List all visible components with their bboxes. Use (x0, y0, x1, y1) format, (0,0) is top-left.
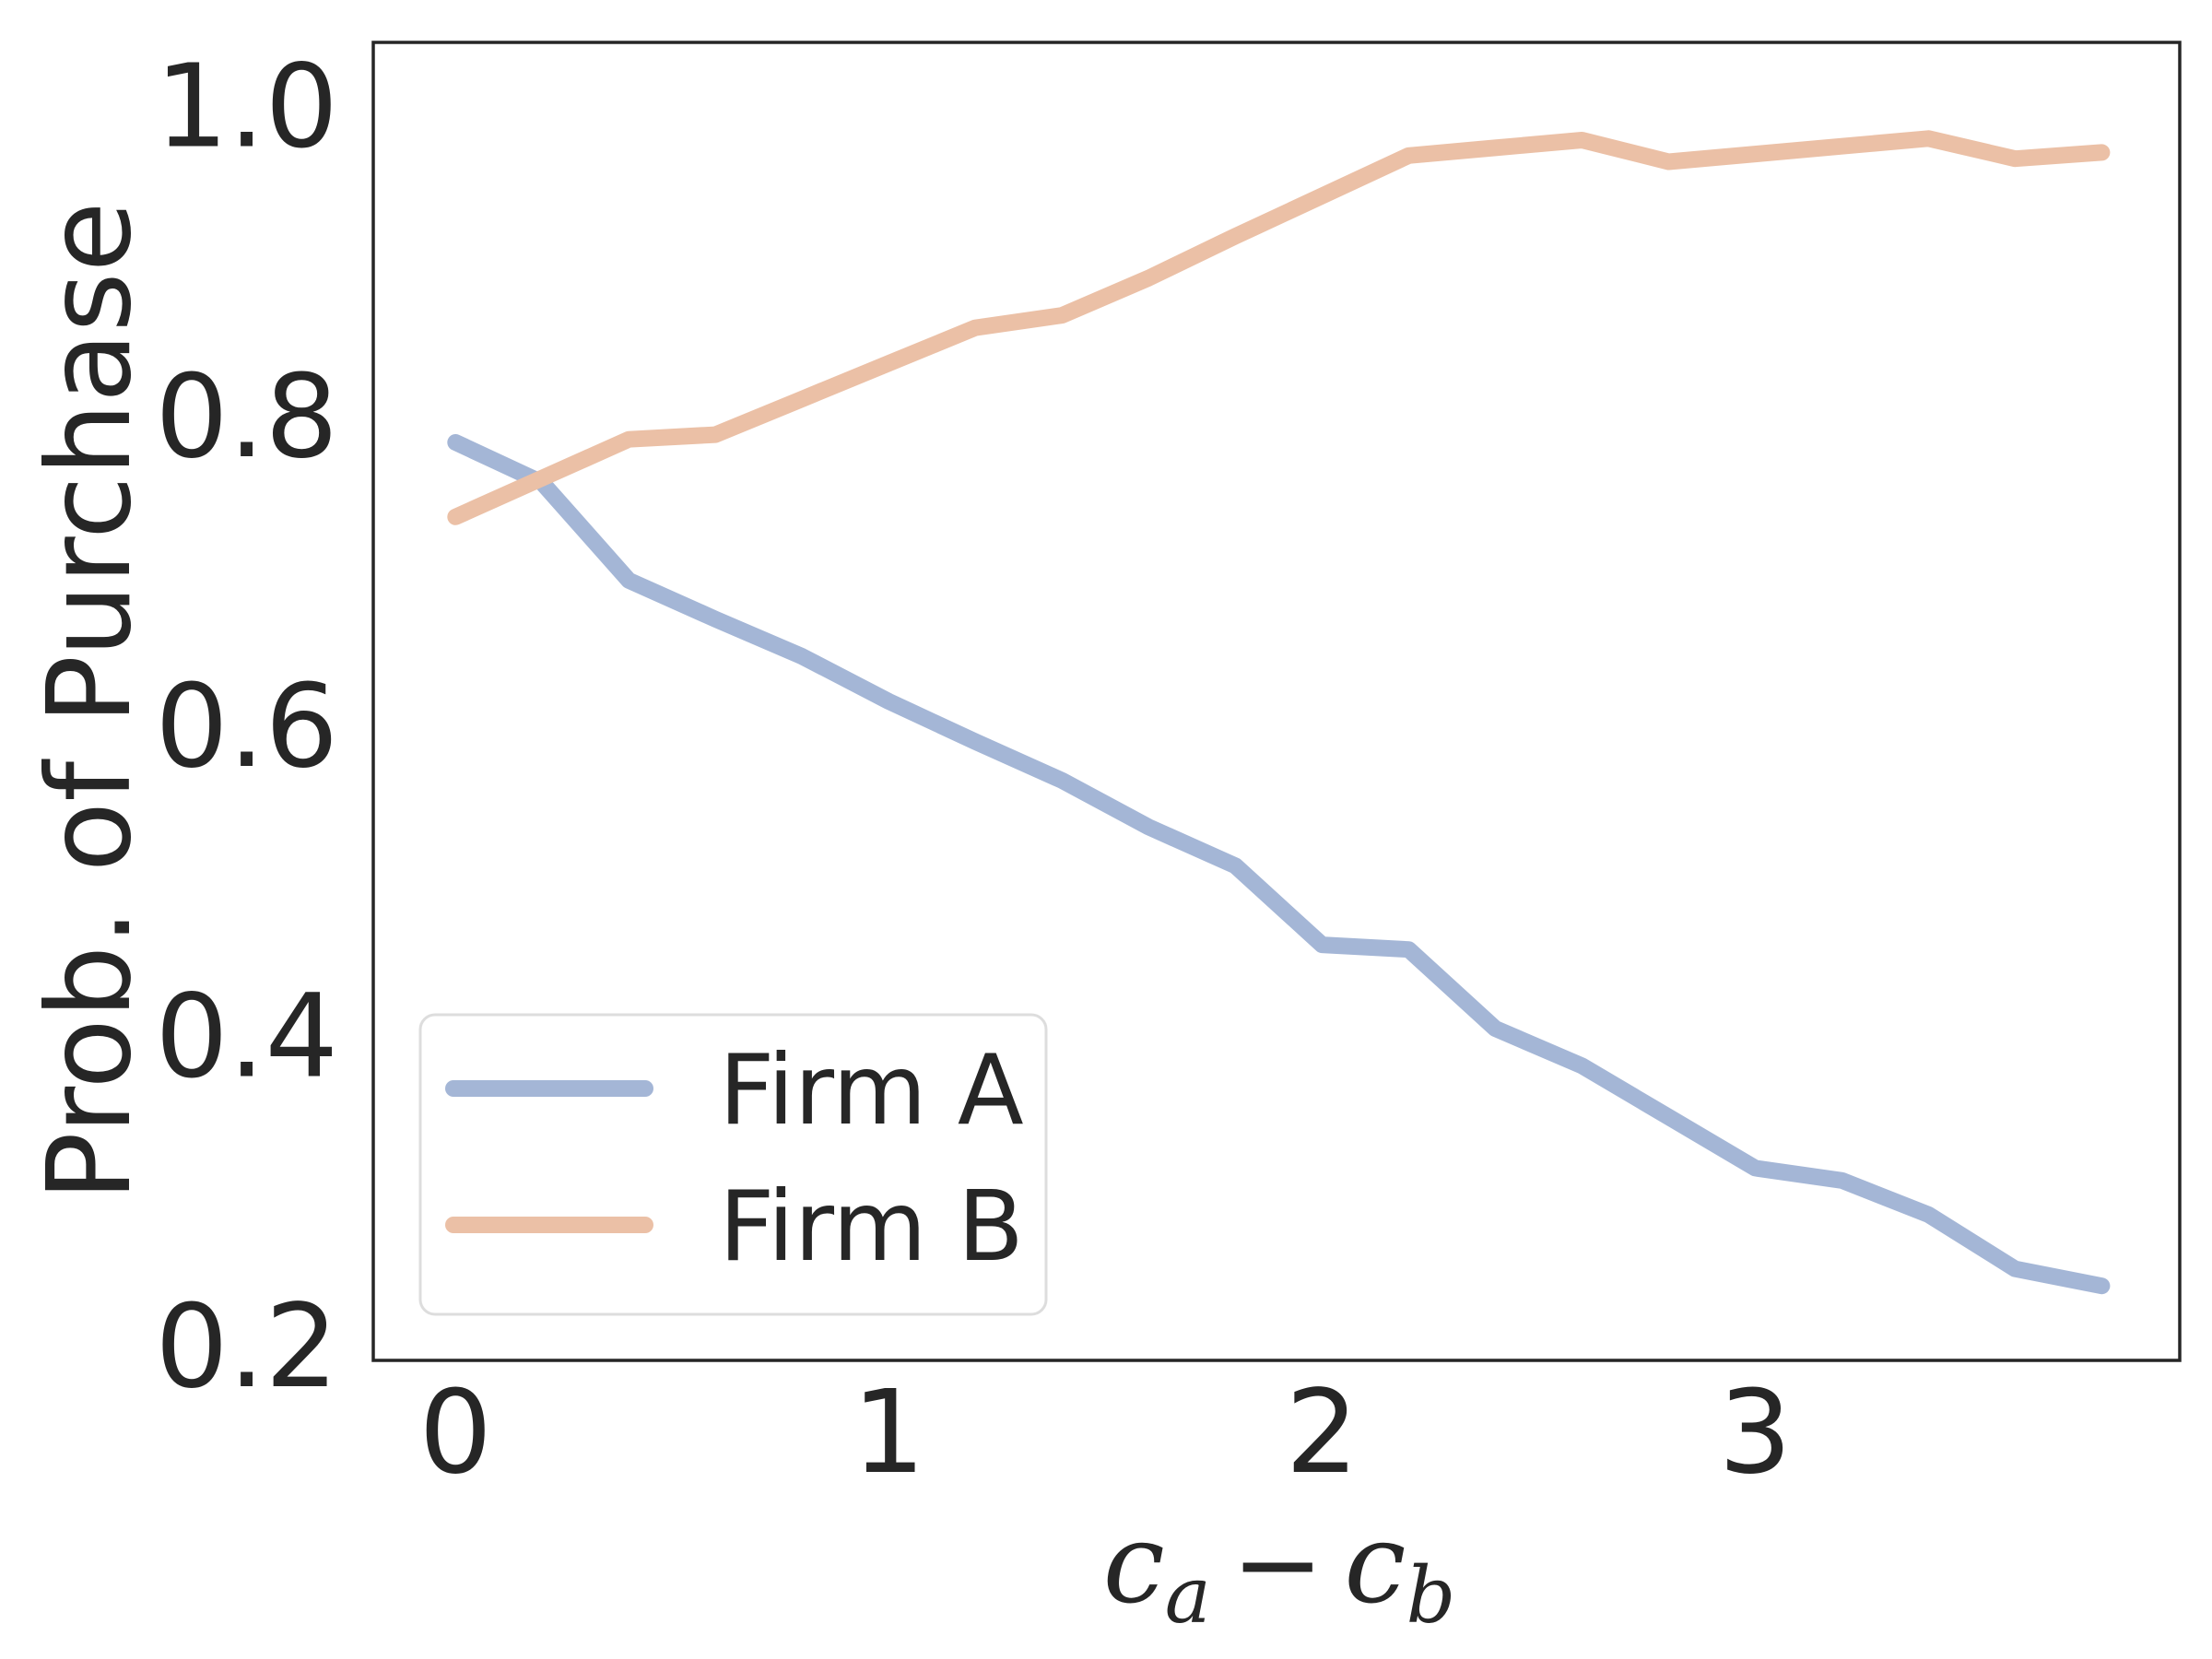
y-tick-labels: 0.2 0.4 0.6 0.8 1.0 (155, 40, 338, 1414)
y-axis-title: Prob. of Purchase (23, 202, 157, 1202)
x-axis-title-sub-a: a (1165, 1550, 1211, 1641)
x-tick-label: 1 (853, 1366, 926, 1500)
legend-label-firm-a: Firm A (719, 1034, 1024, 1147)
x-tick-label: 3 (1719, 1366, 1793, 1500)
x-axis-title-minus: − (1231, 1500, 1324, 1629)
plot-frame (371, 41, 2182, 1362)
x-tick-label: 2 (1286, 1366, 1359, 1500)
series-line-firm-b (447, 130, 2111, 525)
legend-label-firm-b: Firm B (719, 1171, 1024, 1283)
legend: Firm A Firm B (418, 1013, 1048, 1316)
x-tick-labels: 0 1 2 3 (419, 1366, 1793, 1500)
y-tick-label: 0.8 (155, 350, 338, 484)
x-axis-title-c2: c (1344, 1500, 1406, 1629)
y-tick-label: 0.4 (155, 971, 338, 1104)
y-tick-label: 0.2 (155, 1280, 338, 1414)
x-axis-title-sub-b: b (1406, 1550, 1456, 1641)
y-tick-label: 0.6 (155, 660, 338, 794)
series-line-firm-a (447, 434, 2111, 1295)
series-layer (447, 130, 2111, 1295)
x-axis-title: ca − cb (1103, 1500, 1456, 1641)
x-tick-label: 0 (419, 1366, 493, 1500)
y-tick-label: 1.0 (155, 40, 338, 173)
x-axis-title-c1: c (1103, 1500, 1165, 1629)
